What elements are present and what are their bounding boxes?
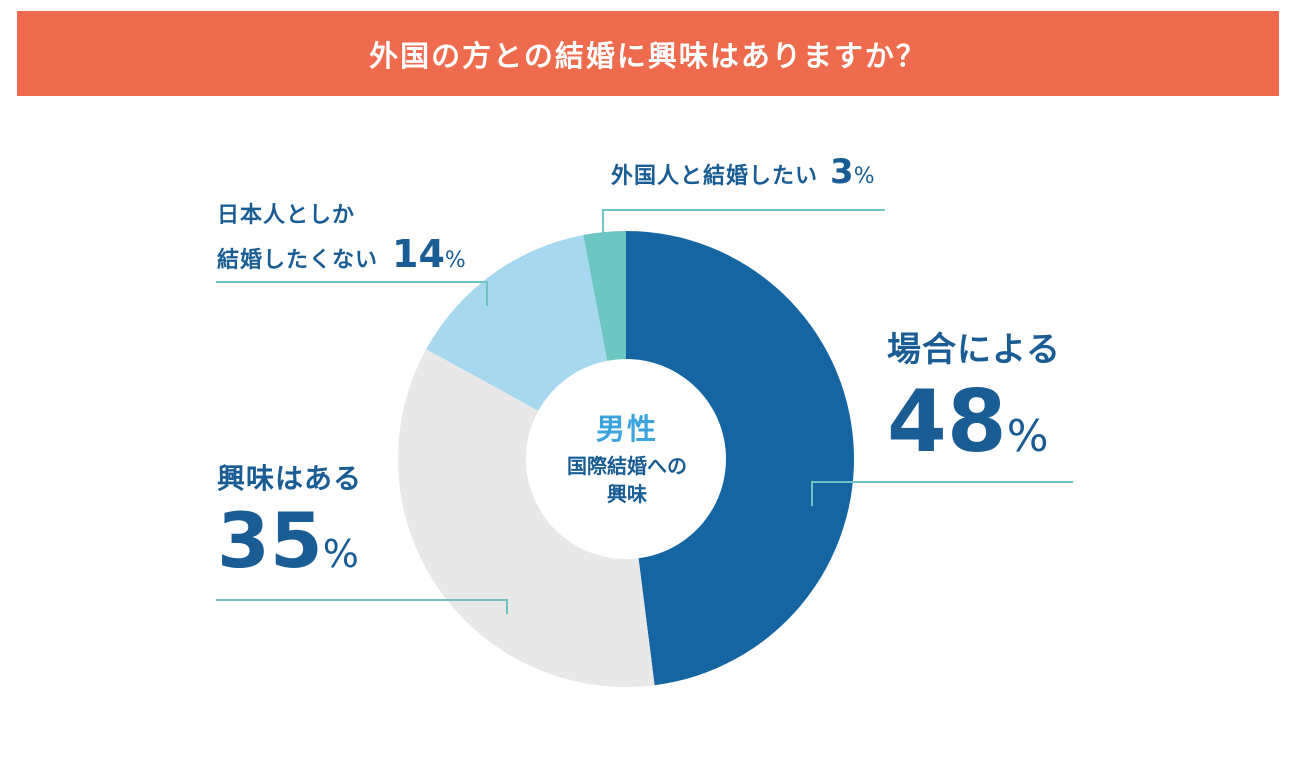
slice-label-2-line-1: 日本人としか bbox=[217, 203, 356, 228]
percent-sign-3: % bbox=[853, 164, 875, 189]
label-slice-1: 興味はある 35% bbox=[217, 460, 362, 605]
slice-label-1: 興味はある bbox=[217, 462, 363, 495]
leader-line-1 bbox=[216, 599, 508, 614]
percent-sign-0: % bbox=[1006, 411, 1049, 462]
percent-sign-1: % bbox=[322, 532, 359, 576]
center-line-1: 国際結婚への bbox=[567, 454, 687, 478]
percent-sign-2: % bbox=[444, 248, 466, 273]
center-line-2: 興味 bbox=[607, 482, 647, 506]
slice-value-3: 3 bbox=[830, 152, 854, 192]
label-slice-3: 外国人と結婚したい 3% bbox=[611, 152, 875, 197]
slice-value-2: 14 bbox=[392, 232, 445, 276]
slice-2 bbox=[426, 235, 608, 411]
slice-1 bbox=[398, 349, 655, 687]
slice-label-3: 外国人と結婚したい bbox=[611, 164, 819, 189]
center-label: 男性 国際結婚への 興味 bbox=[527, 410, 727, 508]
slice-3 bbox=[583, 231, 626, 361]
label-slice-2: 日本人としか 結婚したくない 14% bbox=[217, 200, 466, 281]
title-banner: 外国の方との結婚に興味はありますか？ bbox=[17, 11, 1279, 96]
center-gender: 男性 bbox=[595, 412, 658, 446]
slice-0 bbox=[626, 231, 855, 686]
label-slice-0: 場合による 48% bbox=[887, 328, 1061, 494]
slice-value-1: 35 bbox=[217, 496, 323, 585]
chart-title: 外国の方との結婚に興味はありますか？ bbox=[369, 38, 927, 73]
slice-label-0: 場合による bbox=[887, 330, 1061, 370]
slice-label-2-line-2: 結婚したくない bbox=[217, 248, 379, 273]
leader-line-0 bbox=[811, 481, 1073, 506]
leader-line-3 bbox=[602, 209, 885, 239]
slice-value-0: 48 bbox=[887, 372, 1007, 472]
leader-line-2 bbox=[216, 281, 488, 306]
